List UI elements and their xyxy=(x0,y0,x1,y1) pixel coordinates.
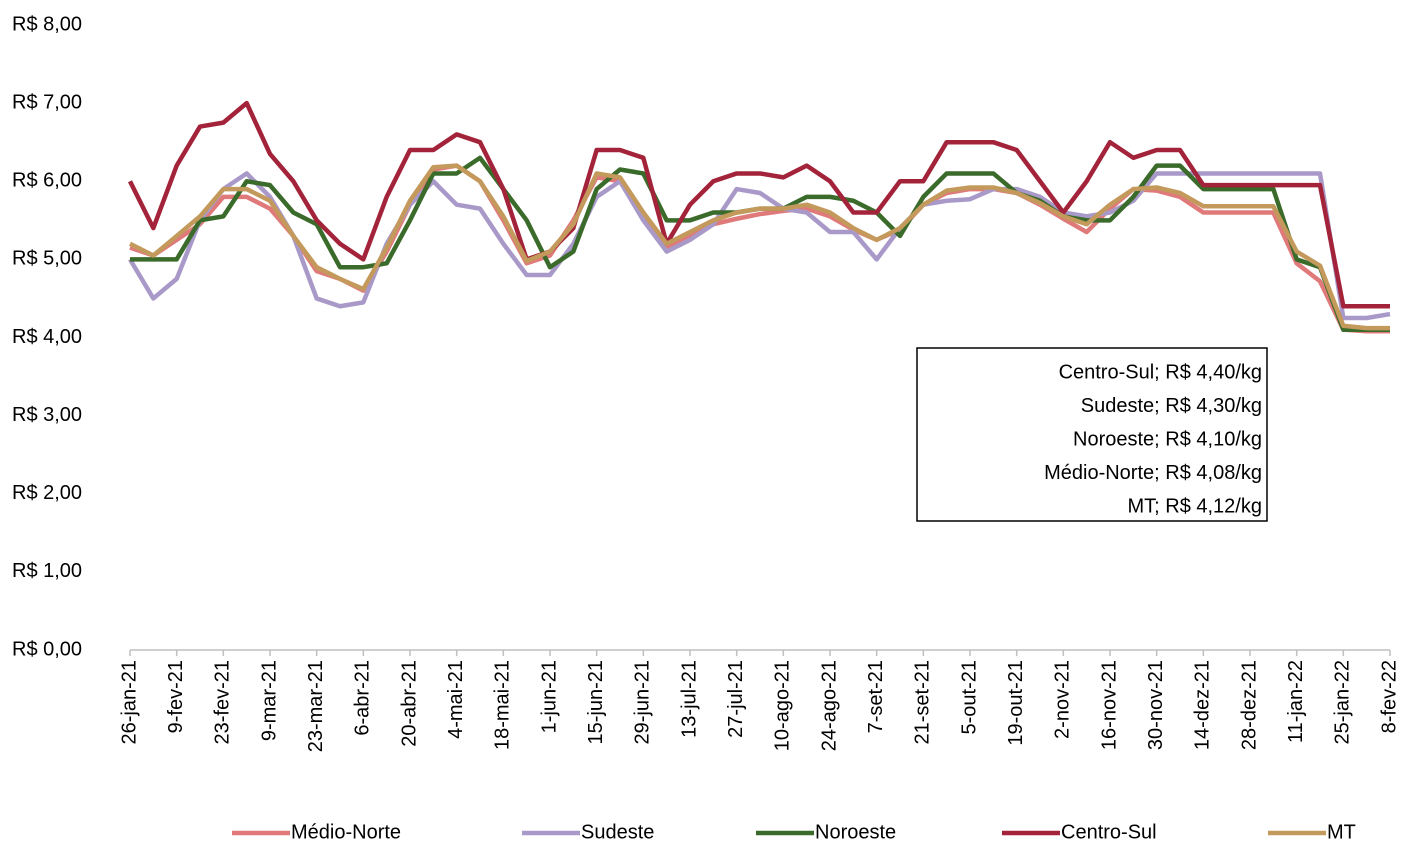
y-tick-label: R$ 5,00 xyxy=(12,248,82,270)
series-line xyxy=(129,163,1390,334)
x-tick-label: 30-nov-21 xyxy=(1145,660,1167,750)
annotation-text: Médio-Norte; R$ 4,08/kg xyxy=(1044,462,1262,484)
x-tick-label: 23-fev-21 xyxy=(212,660,234,745)
x-tick-label: 26-jan-21 xyxy=(118,660,140,745)
x-tick-label: 15-jun-21 xyxy=(585,660,607,745)
y-tick-label: R$ 0,00 xyxy=(12,638,82,660)
x-tick-label: 10-ago-21 xyxy=(772,660,794,751)
series-line xyxy=(128,171,1391,321)
annotation-text: Noroeste; R$ 4,10/kg xyxy=(1073,428,1262,450)
y-tick-label: R$ 3,00 xyxy=(12,404,82,426)
annotation-text: Sudeste; R$ 4,30/kg xyxy=(1081,395,1262,417)
x-tick-label: 25-jan-22 xyxy=(1332,660,1354,745)
x-tick-label: 13-jul-21 xyxy=(678,660,700,738)
x-tick-label: 24-ago-21 xyxy=(818,660,840,751)
legend-label: Médio-Norte xyxy=(291,821,401,843)
series-line xyxy=(128,163,1390,331)
y-tick-label: R$ 8,00 xyxy=(12,13,82,35)
annotation-box xyxy=(916,347,1268,522)
legend-label: Noroeste xyxy=(815,821,896,843)
x-tick-label: 21-set-21 xyxy=(912,660,934,745)
x-tick-label: 7-set-21 xyxy=(865,660,887,733)
x-tick-label: 2-nov-21 xyxy=(1052,660,1074,739)
x-tick-label: 6-abr-21 xyxy=(352,660,374,736)
legend-label: Centro-Sul xyxy=(1061,821,1157,843)
x-tick-label: 9-fev-21 xyxy=(165,660,187,733)
x-tick-label: 18-mai-21 xyxy=(492,660,514,750)
legend-label: Sudeste xyxy=(581,821,654,843)
x-tick-label: 9-mar-21 xyxy=(258,660,280,741)
x-tick-label: 14-dez-21 xyxy=(1192,660,1214,750)
y-tick-label: R$ 2,00 xyxy=(12,482,82,504)
x-tick-label: 11-jan-22 xyxy=(1285,660,1307,743)
annotation-text: Centro-Sul; R$ 4,40/kg xyxy=(1059,361,1262,383)
x-tick-label: 28-dez-21 xyxy=(1238,660,1260,750)
x-tick-label: 27-jul-21 xyxy=(725,660,747,738)
x-tick-label: 23-mar-21 xyxy=(305,660,327,752)
y-tick-label: R$ 1,00 xyxy=(12,560,82,582)
x-tick-label: 4-mai-21 xyxy=(445,660,467,739)
x-tick-label: 16-nov-21 xyxy=(1098,660,1120,750)
y-tick-label: R$ 6,00 xyxy=(12,170,82,192)
legend-label: MT xyxy=(1327,821,1356,843)
x-tick-label: 1-jun-21 xyxy=(538,660,560,733)
x-tick-label: 5-out-21 xyxy=(958,660,980,735)
x-tick-label: 19-out-21 xyxy=(1005,660,1027,746)
x-tick-label: 20-abr-21 xyxy=(398,660,420,747)
series-line xyxy=(127,100,1390,309)
y-tick-label: R$ 7,00 xyxy=(12,91,82,113)
x-tick-label: 29-jun-21 xyxy=(632,660,654,745)
x-tick-label: 8-fev-22 xyxy=(1378,660,1400,733)
y-tick-label: R$ 4,00 xyxy=(12,326,82,348)
annotation-text: MT; R$ 4,12/kg xyxy=(1127,495,1262,517)
